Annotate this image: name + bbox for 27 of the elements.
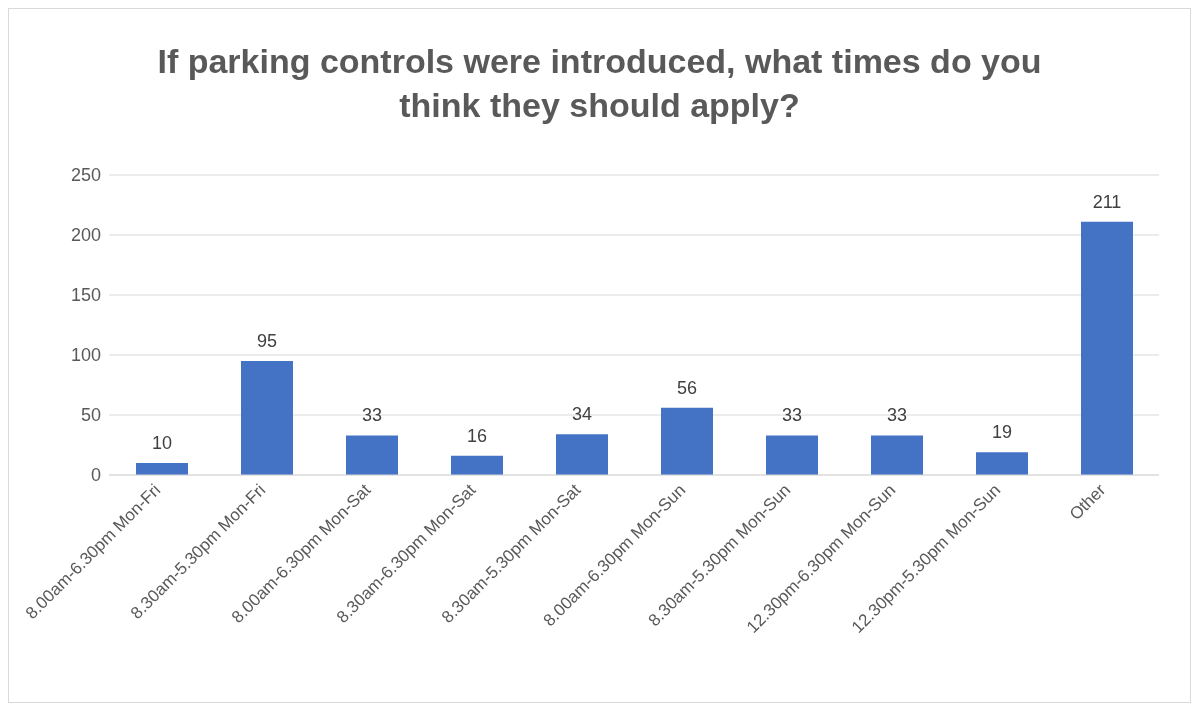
bar (871, 435, 923, 475)
y-tick-label: 100 (70, 345, 101, 366)
data-label: 56 (676, 377, 698, 398)
y-tick-label: 200 (70, 225, 101, 246)
y-tick-label: 250 (70, 165, 101, 186)
chart-title: If parking controls were introduced, what times do you think they should apply? (156, 41, 1043, 126)
data-label: 33 (886, 405, 908, 426)
data-label: 211 (1092, 191, 1122, 212)
bar (556, 434, 608, 475)
data-label: 16 (466, 425, 488, 446)
y-tick-label: 150 (70, 285, 101, 306)
bar (976, 452, 1028, 475)
data-label: 19 (991, 422, 1013, 443)
bar (346, 435, 398, 475)
data-label: 10 (151, 433, 173, 453)
bar (241, 361, 293, 475)
bar (766, 435, 818, 475)
y-tick-label: 50 (80, 405, 101, 426)
data-label: 95 (256, 331, 278, 351)
bar (661, 407, 713, 475)
data-label: 34 (571, 404, 593, 425)
y-tick-label: 0 (90, 465, 101, 486)
bar (1081, 221, 1133, 475)
data-label: 33 (361, 405, 383, 426)
bar (136, 463, 188, 475)
bar (451, 455, 503, 475)
data-label: 33 (781, 405, 803, 426)
